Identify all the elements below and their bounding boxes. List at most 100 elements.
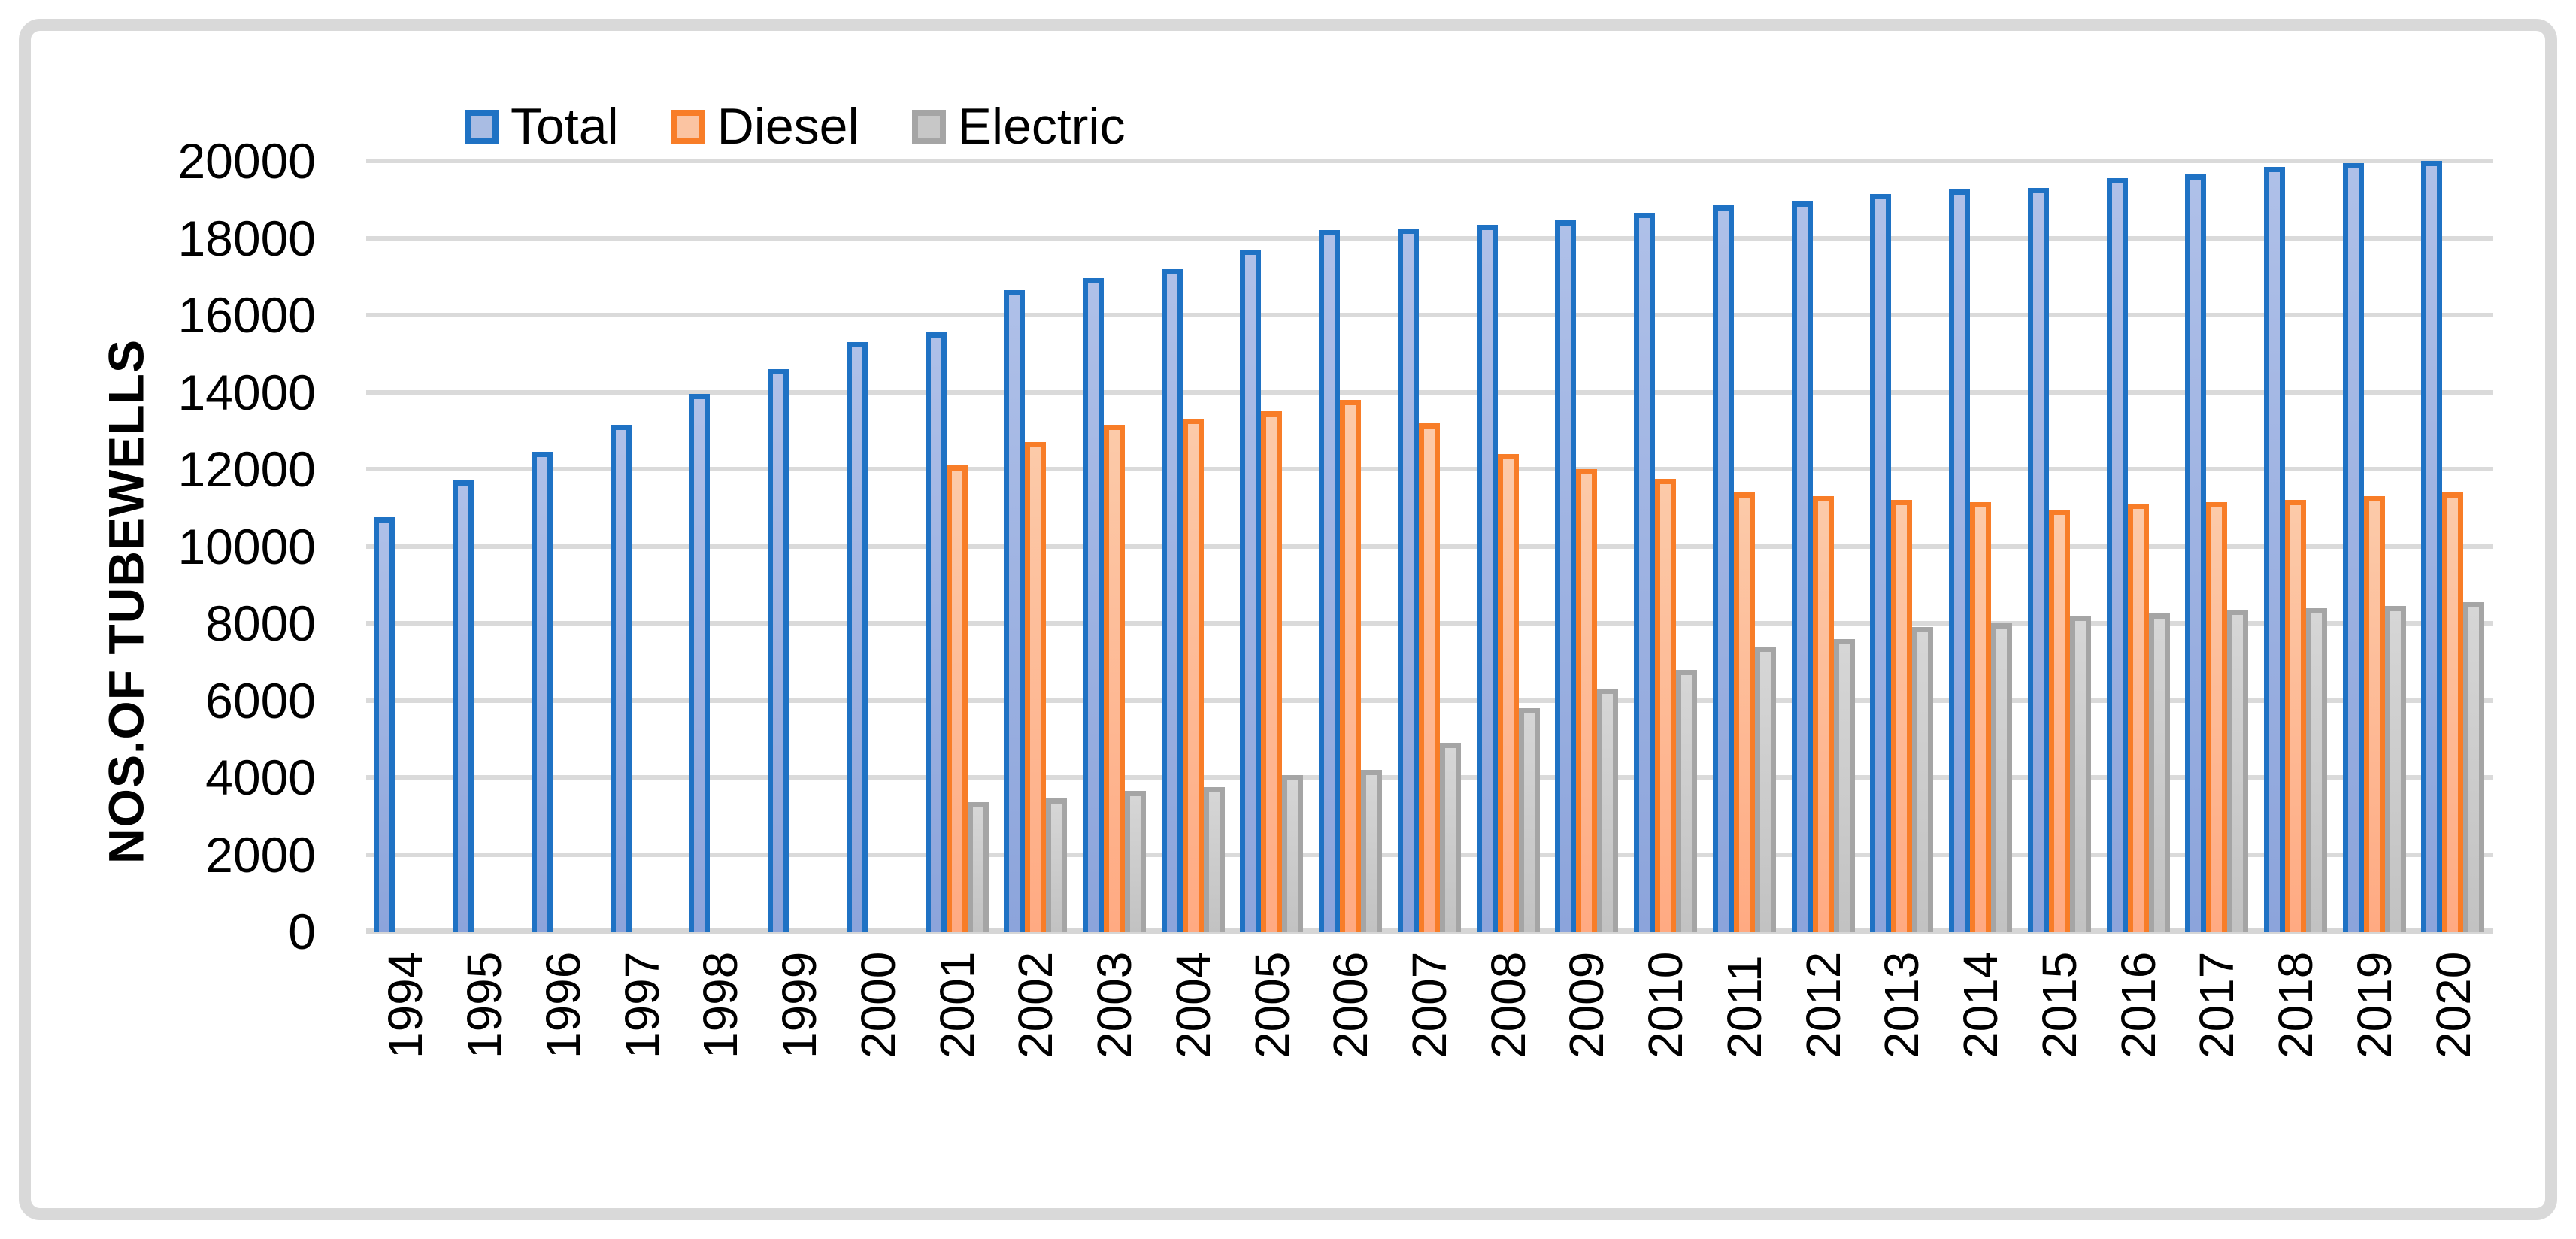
y-tick-label-16000: 16000 [177, 287, 316, 343]
bar-diesel-2010 [1655, 478, 1677, 932]
legend-item-electric: Electric [911, 96, 1126, 156]
x-tick-label-2013: 2013 [1874, 951, 1929, 1059]
bar-total-2007 [1397, 228, 1419, 932]
bar-total-2000 [846, 341, 868, 932]
bar-electric-2010 [1676, 669, 1698, 932]
bar-total-1994 [374, 517, 395, 932]
bar-electric-2007 [1439, 742, 1461, 932]
bar-group-2018 [2256, 161, 2335, 932]
bars-layer [366, 161, 2493, 932]
bar-total-1998 [689, 394, 711, 932]
bar-electric-2011 [1754, 646, 1776, 932]
x-tick-label-2008: 2008 [1480, 951, 1535, 1059]
bar-diesel-2015 [2048, 509, 2070, 932]
bar-group-2019 [2335, 161, 2414, 932]
bar-diesel-2004 [1182, 419, 1204, 932]
gridline-18000 [366, 235, 2493, 241]
bar-group-2013 [1862, 161, 1941, 932]
bar-group-2012 [1784, 161, 1862, 932]
bar-electric-2004 [1203, 786, 1225, 932]
bar-diesel-2001 [946, 465, 968, 932]
bar-group-2016 [2099, 161, 2177, 932]
bar-diesel-2013 [1891, 500, 1913, 932]
x-tick-label-2000: 2000 [850, 951, 905, 1059]
bar-group-2015 [2020, 161, 2099, 932]
bar-electric-2008 [1518, 707, 1540, 932]
bar-total-2018 [2263, 166, 2285, 932]
x-tick-label-2004: 2004 [1165, 951, 1220, 1059]
bar-diesel-2014 [1970, 501, 1992, 932]
plot-area [366, 159, 2493, 934]
bar-group-2007 [1390, 161, 1469, 932]
legend-item-total: Total [465, 96, 619, 156]
legend-swatch-diesel [671, 109, 705, 144]
bar-electric-2015 [2069, 615, 2091, 932]
bar-diesel-2020 [2442, 492, 2464, 932]
y-tick-label-8000: 8000 [205, 595, 316, 651]
x-tick-label-1997: 1997 [614, 951, 669, 1059]
bar-group-2001 [917, 161, 996, 932]
legend: Total Diesel Electric [465, 96, 1126, 156]
y-tick-label-2000: 2000 [205, 826, 316, 883]
bar-diesel-2009 [1576, 469, 1598, 932]
bar-total-2004 [1161, 268, 1183, 932]
x-tick-label-2016: 2016 [2111, 951, 2165, 1059]
bar-total-1996 [531, 451, 553, 932]
bar-group-2006 [1311, 161, 1390, 932]
x-tick-label-2012: 2012 [1796, 951, 1850, 1059]
bar-diesel-2003 [1103, 425, 1125, 932]
bar-total-2012 [1791, 201, 1813, 932]
bar-electric-2017 [2227, 610, 2249, 932]
bar-group-2000 [838, 161, 917, 932]
bar-total-2019 [2342, 162, 2364, 932]
bar-diesel-2005 [1261, 411, 1283, 932]
bar-group-2014 [1941, 161, 2020, 932]
bar-electric-2005 [1282, 775, 1304, 932]
x-tick-label-1998: 1998 [693, 951, 748, 1059]
legend-swatch-electric [911, 109, 946, 144]
bar-total-2002 [1004, 289, 1026, 932]
bar-diesel-2011 [1733, 492, 1755, 932]
y-tick-label-20000: 20000 [177, 133, 316, 189]
x-tick-label-1995: 1995 [457, 951, 512, 1059]
bar-total-2017 [2185, 174, 2207, 932]
bar-electric-2012 [1833, 638, 1855, 932]
bar-group-2009 [1547, 161, 1626, 932]
x-tick-label-1999: 1999 [772, 951, 827, 1059]
bar-total-2011 [1712, 204, 1734, 932]
gridline-16000 [366, 313, 2493, 317]
bar-group-2020 [2414, 161, 2493, 932]
bar-electric-2006 [1361, 769, 1383, 932]
x-tick-label-2001: 2001 [929, 951, 984, 1059]
legend-label-diesel: Diesel [717, 98, 859, 155]
bar-group-1995 [445, 161, 524, 932]
bar-electric-2020 [2463, 601, 2485, 932]
bar-electric-2003 [1124, 790, 1146, 932]
x-tick-label-2014: 2014 [1953, 951, 2008, 1059]
bar-group-1996 [523, 161, 602, 932]
bar-electric-2016 [2148, 613, 2170, 932]
bar-total-2009 [1555, 220, 1577, 932]
y-tick-label-4000: 4000 [205, 750, 316, 805]
bar-total-2020 [2421, 161, 2443, 932]
bar-electric-2013 [1912, 627, 1934, 932]
y-tick-label-18000: 18000 [177, 210, 316, 266]
x-tick-label-2018: 2018 [2268, 951, 2323, 1059]
bar-group-2008 [1468, 161, 1547, 932]
bar-diesel-2006 [1340, 399, 1362, 932]
bar-total-2013 [1870, 193, 1892, 932]
bar-total-2010 [1634, 213, 1656, 932]
gridline-20000 [366, 159, 2493, 163]
y-tick-label-12000: 12000 [177, 441, 316, 497]
bar-group-1997 [602, 161, 681, 932]
bar-group-2010 [1626, 161, 1705, 932]
x-tick-label-2007: 2007 [1402, 951, 1456, 1059]
x-tick-label-2006: 2006 [1323, 951, 1378, 1059]
bar-total-2005 [1240, 249, 1262, 932]
bar-electric-2009 [1597, 689, 1619, 932]
x-tick-label-2002: 2002 [1008, 951, 1063, 1059]
bar-group-2005 [1232, 161, 1311, 932]
y-tick-label-6000: 6000 [205, 672, 316, 729]
bar-diesel-2017 [2206, 501, 2228, 932]
